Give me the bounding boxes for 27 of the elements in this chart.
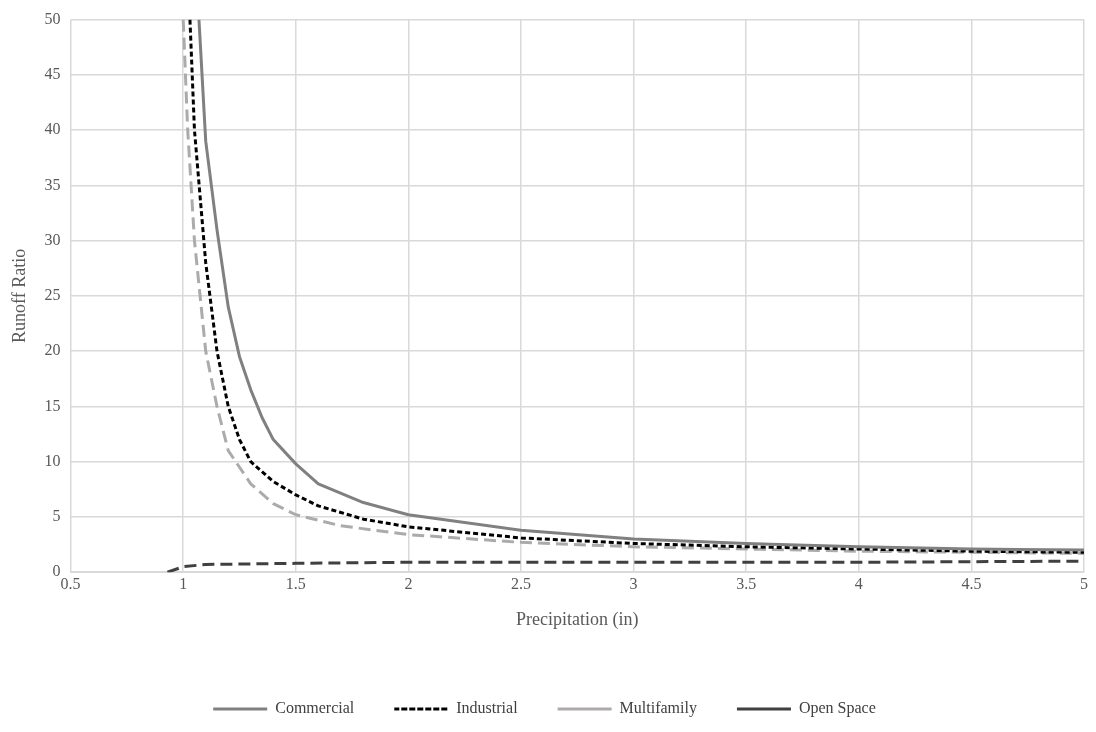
legend-label: Commercial (275, 699, 355, 717)
x-tick-label: 4.5 (961, 575, 982, 592)
x-axis-title: Precipitation (in) (516, 608, 639, 630)
y-tick-label: 50 (44, 9, 61, 27)
legend-label: Multifamily (619, 699, 697, 718)
y-tick-label: 40 (44, 120, 61, 138)
x-tick-label: 4 (854, 575, 863, 592)
x-tick-label: 2.5 (511, 575, 531, 592)
x-tick-label: 3 (629, 575, 638, 592)
y-axis-title: Runoff Ratio (8, 248, 29, 343)
legend-label: Open Space (798, 699, 876, 718)
y-tick-label: 30 (44, 230, 61, 248)
x-tick-label: 2 (404, 575, 413, 592)
x-tick-label: 1.5 (285, 575, 306, 592)
y-tick-label: 35 (44, 175, 61, 193)
x-tick-label: 0.5 (60, 575, 81, 592)
x-tick-label: 5 (1080, 575, 1088, 592)
y-tick-label: 20 (44, 341, 61, 359)
x-tick-label: 1 (179, 575, 188, 592)
legend-label: Industrial (456, 699, 519, 717)
y-tick-label: 0 (52, 562, 61, 580)
y-tick-label: 25 (44, 286, 61, 304)
y-tick-label: 10 (44, 451, 61, 469)
x-tick-label: 3.5 (736, 575, 757, 592)
y-tick-label: 45 (44, 65, 61, 83)
y-tick-label: 5 (52, 507, 61, 525)
y-tick-label: 15 (44, 396, 61, 414)
